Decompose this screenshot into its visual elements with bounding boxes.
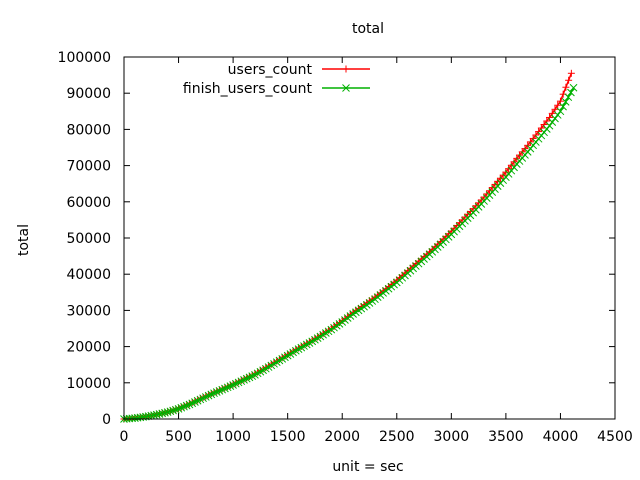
data-point: [569, 83, 578, 92]
series-line: [123, 87, 575, 420]
x-tick-label: 2000: [324, 429, 360, 445]
data-point: [564, 93, 573, 102]
data-point: [554, 101, 562, 109]
y-tick-label: 20000: [66, 340, 111, 356]
series-users-count: [120, 69, 575, 423]
legend: users_count finish_users_count: [183, 62, 370, 97]
y-tick-label: 30000: [66, 303, 111, 319]
data-point: [559, 102, 567, 111]
chart-title: total: [352, 21, 384, 37]
x-tick-label: 0: [120, 429, 129, 445]
data-point: [177, 403, 186, 412]
data-point: [545, 121, 554, 130]
data-point: [567, 69, 575, 77]
x-tick-label: 500: [165, 429, 192, 445]
y-tick-label: 60000: [66, 195, 111, 211]
x-tick-label: 2500: [379, 429, 415, 445]
legend-label-finish-users-count: finish_users_count: [183, 81, 313, 97]
data-point: [174, 405, 183, 413]
data-point: [210, 389, 218, 398]
y-tick-label: 100000: [58, 50, 111, 66]
x-axis-label: unit = sec: [332, 459, 403, 475]
data-point: [171, 405, 180, 414]
data-point: [567, 88, 575, 97]
y-tick-label: 70000: [66, 159, 111, 175]
data-point: [218, 385, 227, 394]
data-point: [207, 390, 216, 399]
y-tick-label: 0: [102, 412, 111, 428]
legend-samples: [322, 65, 370, 92]
legend-sample-marker: [342, 65, 350, 73]
y-axis-label: total: [16, 224, 32, 256]
data-point: [221, 384, 229, 393]
x-tick-label: 3000: [434, 429, 470, 445]
data-point: [169, 406, 177, 415]
data-point: [551, 114, 559, 123]
x-tick-label: 1500: [270, 429, 306, 445]
series-line: [123, 73, 573, 420]
x-tick-label: 4500: [597, 429, 633, 445]
y-tick-label: 90000: [66, 86, 111, 102]
y-tick-label: 50000: [66, 231, 111, 247]
x-tick-label: 3500: [488, 429, 524, 445]
legend-label-users-count: users_count: [228, 62, 313, 78]
data-point: [561, 98, 570, 106]
x-tick-label: 1000: [215, 429, 251, 445]
data-point: [553, 111, 562, 119]
data-point: [537, 124, 545, 132]
series-layer: [120, 69, 578, 423]
data-point: [182, 401, 191, 410]
x-tick-label: 4000: [543, 429, 579, 445]
y-tick-label: 40000: [66, 267, 111, 283]
data-point: [223, 383, 232, 392]
plot-frame: [123, 56, 616, 420]
data-point: [226, 382, 235, 391]
data-point: [562, 83, 570, 91]
data-point: [163, 408, 172, 416]
data-point: [212, 388, 221, 396]
y-tick-label: 10000: [66, 376, 111, 392]
series-finish-users-count: [120, 83, 578, 423]
data-point: [215, 387, 224, 395]
data-point: [565, 76, 573, 84]
data-point: [556, 107, 565, 116]
legend-sample-marker: [342, 84, 350, 92]
axis-ticks: 0 500 1000 1500 2000 2500 3000 3500 4000 4500 0 100…: [58, 50, 633, 445]
data-point: [548, 118, 557, 127]
y-tick-label: 80000: [66, 122, 111, 138]
data-point: [180, 402, 188, 411]
data-point: [535, 128, 543, 136]
data-point: [166, 407, 175, 416]
